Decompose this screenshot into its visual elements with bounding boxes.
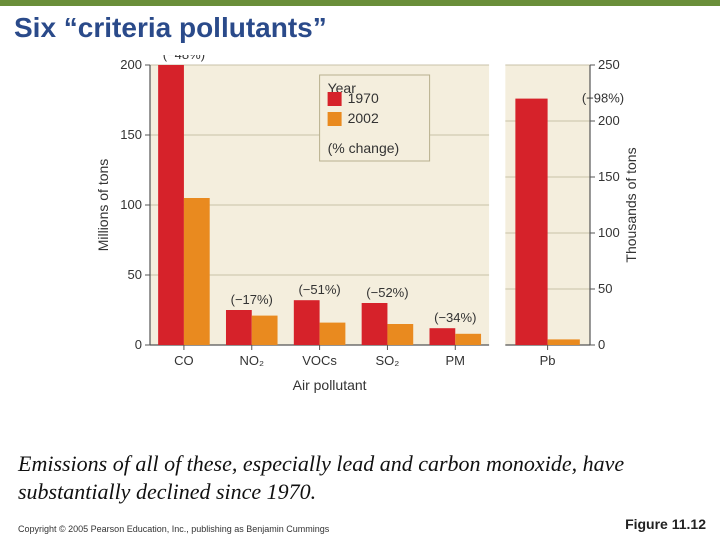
svg-text:150: 150	[598, 169, 620, 184]
svg-text:150: 150	[120, 127, 142, 142]
svg-text:VOCs: VOCs	[302, 353, 337, 368]
svg-text:CO: CO	[174, 353, 194, 368]
svg-text:2002: 2002	[348, 110, 379, 126]
chart-svg: 0 50 100 150 200 0 50 100 150 200 250 CO (−48%) NO₂ (−…	[90, 55, 650, 405]
pollutants-chart: 0 50 100 150 200 0 50 100 150 200 250 CO (−48%) NO₂ (−…	[90, 55, 650, 405]
svg-text:50: 50	[128, 267, 142, 282]
svg-text:(−48%): (−48%)	[163, 55, 205, 62]
svg-text:SO₂: SO₂	[376, 353, 400, 368]
svg-text:Millions of tons: Millions of tons	[95, 159, 111, 252]
svg-text:100: 100	[598, 225, 620, 240]
svg-text:(−17%): (−17%)	[231, 292, 273, 307]
svg-text:200: 200	[120, 57, 142, 72]
svg-text:Pb: Pb	[540, 353, 556, 368]
svg-text:0: 0	[598, 337, 605, 352]
svg-text:Air pollutant: Air pollutant	[293, 377, 367, 393]
caption-text: Emissions of all of these, especially le…	[18, 450, 702, 505]
svg-text:200: 200	[598, 113, 620, 128]
svg-text:100: 100	[120, 197, 142, 212]
svg-text:Thousands of tons: Thousands of tons	[623, 147, 639, 262]
svg-text:250: 250	[598, 57, 620, 72]
svg-text:PM: PM	[446, 353, 466, 368]
figure-reference: Figure 11.12	[625, 516, 706, 532]
page-title: Six “criteria pollutants”	[0, 6, 720, 44]
svg-text:(% change): (% change)	[328, 140, 400, 156]
svg-text:(−34%): (−34%)	[434, 310, 476, 325]
svg-text:(−51%): (−51%)	[298, 282, 340, 297]
copyright-text: Copyright © 2005 Pearson Education, Inc.…	[18, 524, 329, 534]
svg-text:(−98%): (−98%)	[582, 91, 624, 106]
svg-text:0: 0	[135, 337, 142, 352]
svg-text:1970: 1970	[348, 90, 379, 106]
svg-text:50: 50	[598, 281, 612, 296]
svg-text:(−52%): (−52%)	[366, 285, 408, 300]
svg-text:NO₂: NO₂	[239, 353, 264, 368]
